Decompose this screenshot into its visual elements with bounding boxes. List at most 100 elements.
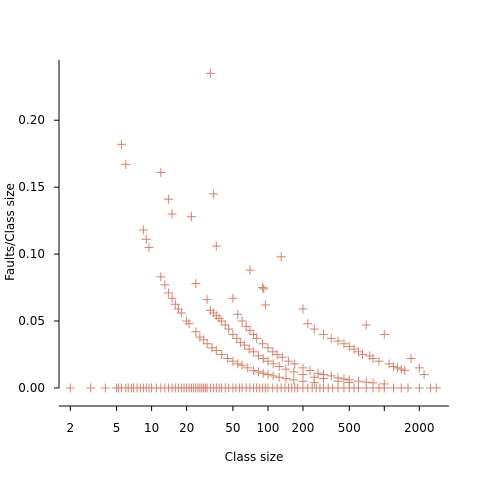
x-tick-label: 2 bbox=[66, 421, 74, 435]
y-tick-label: 0.05 bbox=[18, 314, 45, 328]
data-point bbox=[205, 68, 215, 78]
data-point bbox=[333, 373, 343, 383]
data-point bbox=[65, 383, 75, 393]
data-point bbox=[358, 349, 368, 359]
data-point bbox=[344, 341, 354, 351]
data-point bbox=[224, 324, 234, 334]
data-point bbox=[274, 372, 284, 382]
y-tick-label: 0.15 bbox=[18, 180, 45, 194]
data-point bbox=[431, 383, 441, 393]
data-point bbox=[228, 293, 238, 303]
data-point bbox=[326, 333, 336, 343]
data-point bbox=[303, 319, 313, 329]
data-point bbox=[281, 364, 291, 374]
data-point bbox=[252, 333, 262, 343]
data-point bbox=[268, 359, 278, 369]
data-point bbox=[241, 321, 251, 331]
data-point bbox=[305, 366, 315, 376]
data-point bbox=[167, 209, 177, 219]
data-point bbox=[258, 283, 268, 293]
data-point bbox=[313, 368, 323, 378]
data-point bbox=[191, 327, 201, 337]
data-point bbox=[274, 362, 284, 372]
data-point bbox=[368, 378, 378, 388]
data-point bbox=[121, 159, 131, 169]
data-point bbox=[388, 383, 398, 393]
data-point bbox=[281, 374, 291, 384]
data-point bbox=[263, 356, 273, 366]
data-point bbox=[223, 353, 233, 363]
data-point bbox=[374, 356, 384, 366]
x-tick-label: 2000 bbox=[404, 421, 435, 435]
data-point bbox=[211, 345, 221, 355]
data-point bbox=[170, 299, 180, 309]
data-point bbox=[228, 329, 238, 339]
data-points bbox=[65, 68, 441, 393]
x-tick-label: 500 bbox=[338, 421, 361, 435]
data-point bbox=[298, 304, 308, 314]
x-tick-label: 10 bbox=[144, 421, 159, 435]
data-point bbox=[245, 265, 255, 275]
data-point bbox=[86, 383, 96, 393]
x-tick-label: 5 bbox=[113, 421, 121, 435]
data-point bbox=[208, 189, 218, 199]
y-tick-label: 0.20 bbox=[18, 113, 45, 127]
data-point bbox=[318, 370, 328, 380]
data-point bbox=[379, 329, 389, 339]
data-point bbox=[144, 242, 154, 252]
data-point bbox=[388, 362, 398, 372]
data-point bbox=[339, 339, 349, 349]
data-point bbox=[211, 241, 221, 251]
data-point bbox=[228, 356, 238, 366]
data-point bbox=[379, 379, 389, 389]
data-point bbox=[233, 309, 243, 319]
data-point bbox=[184, 319, 194, 329]
data-point bbox=[164, 194, 174, 204]
data-point bbox=[240, 340, 250, 350]
data-point bbox=[160, 280, 170, 290]
data-point bbox=[100, 383, 110, 393]
data-point bbox=[248, 347, 258, 357]
data-point bbox=[361, 377, 371, 387]
data-point bbox=[217, 316, 227, 326]
data-point bbox=[202, 339, 212, 349]
data-point bbox=[353, 376, 363, 386]
x-axis-title: Class size bbox=[225, 450, 284, 464]
data-point bbox=[419, 370, 429, 380]
data-point bbox=[258, 353, 268, 363]
data-point bbox=[233, 359, 243, 369]
data-point bbox=[217, 349, 227, 359]
data-point bbox=[289, 367, 299, 377]
data-point bbox=[254, 367, 264, 377]
data-point bbox=[309, 372, 319, 382]
data-point bbox=[202, 295, 212, 305]
x-tick-label: 50 bbox=[225, 421, 240, 435]
data-point bbox=[276, 252, 286, 262]
data-point bbox=[283, 356, 293, 366]
data-point bbox=[237, 360, 247, 370]
data-point bbox=[309, 324, 319, 334]
data-point bbox=[243, 363, 253, 373]
data-point bbox=[268, 371, 278, 381]
data-point bbox=[258, 368, 268, 378]
data-point bbox=[141, 234, 151, 244]
data-point bbox=[116, 139, 126, 149]
x-tick-label: 100 bbox=[256, 421, 279, 435]
data-point bbox=[406, 353, 416, 363]
y-axis-title: Faults/Class size bbox=[3, 183, 17, 281]
data-point bbox=[254, 351, 264, 361]
data-point bbox=[414, 383, 424, 393]
data-point bbox=[191, 279, 201, 289]
data-point bbox=[277, 352, 287, 362]
data-point bbox=[260, 300, 270, 310]
data-point bbox=[400, 366, 410, 376]
data-point bbox=[414, 363, 424, 373]
data-point bbox=[167, 293, 177, 303]
data-point bbox=[263, 370, 273, 380]
data-point bbox=[237, 316, 247, 326]
data-point bbox=[361, 320, 371, 330]
data-point bbox=[339, 374, 349, 384]
data-point bbox=[326, 371, 336, 381]
data-point bbox=[186, 212, 196, 222]
